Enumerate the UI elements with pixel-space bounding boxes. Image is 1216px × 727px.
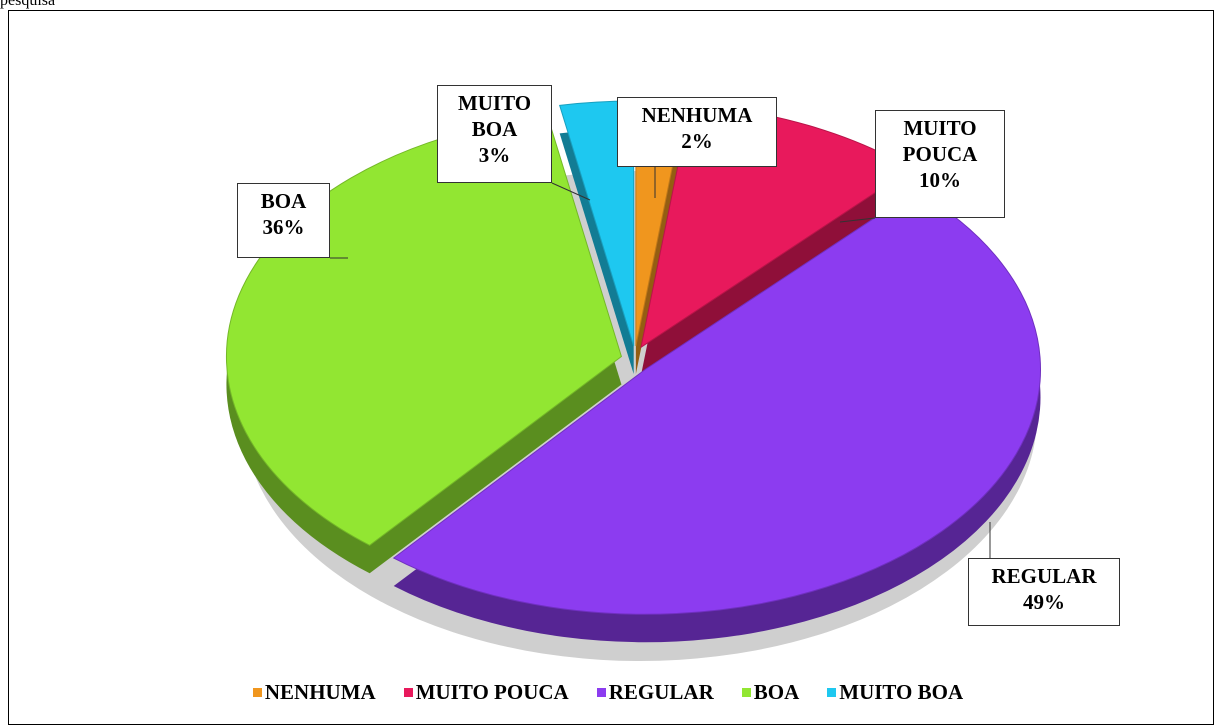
caption: pesquisa: [0, 0, 56, 9]
data-label-value: 10%: [919, 168, 961, 192]
data-label-value: 3%: [478, 143, 511, 167]
data-label: NENHUMA 2%: [617, 97, 777, 167]
data-label: MUITO POUCA 10%: [875, 110, 1005, 218]
data-label-value: 36%: [262, 215, 305, 239]
legend-item: MUITO BOA: [827, 680, 963, 705]
callout-pointer: [551, 182, 591, 201]
legend-label: REGULAR: [608, 680, 714, 704]
legend-label: MUITO BOA: [839, 680, 964, 704]
legend-label: BOA: [753, 680, 800, 704]
legend-swatch: [252, 688, 262, 697]
legend-item: NENHUMA: [252, 680, 376, 705]
data-label: MUITO BOA 3%: [437, 85, 552, 183]
slice: [392, 190, 1041, 615]
legend-label: MUITO POUCA: [415, 680, 569, 704]
legend-item: REGULAR: [596, 680, 714, 705]
legend-swatch: [827, 688, 837, 697]
legend-swatch: [403, 688, 413, 697]
data-label-category: BOA: [260, 189, 307, 213]
data-label: BOA 36%: [237, 183, 330, 258]
data-label-value: 2%: [681, 129, 713, 153]
legend-swatch: [596, 688, 606, 697]
legend-item: BOA: [741, 680, 800, 705]
chart-frame: [8, 10, 1214, 725]
data-label-category: MUITO BOA: [457, 91, 532, 141]
data-label-category: NENHUMA: [641, 103, 753, 127]
data-label-category: MUITO POUCA: [902, 116, 978, 166]
data-label-category: REGULAR: [991, 564, 1097, 588]
callout-pointer: [839, 217, 876, 223]
data-label: REGULAR 49%: [968, 558, 1120, 626]
data-label-value: 49%: [1023, 590, 1065, 614]
legend-item: MUITO POUCA: [403, 680, 569, 705]
legend-label: NENHUMA: [264, 680, 376, 704]
legend: NENHUMA MUITO POUCA REGULAR BOA MUITO BOA: [0, 680, 1216, 705]
legend-swatch: [741, 688, 751, 697]
